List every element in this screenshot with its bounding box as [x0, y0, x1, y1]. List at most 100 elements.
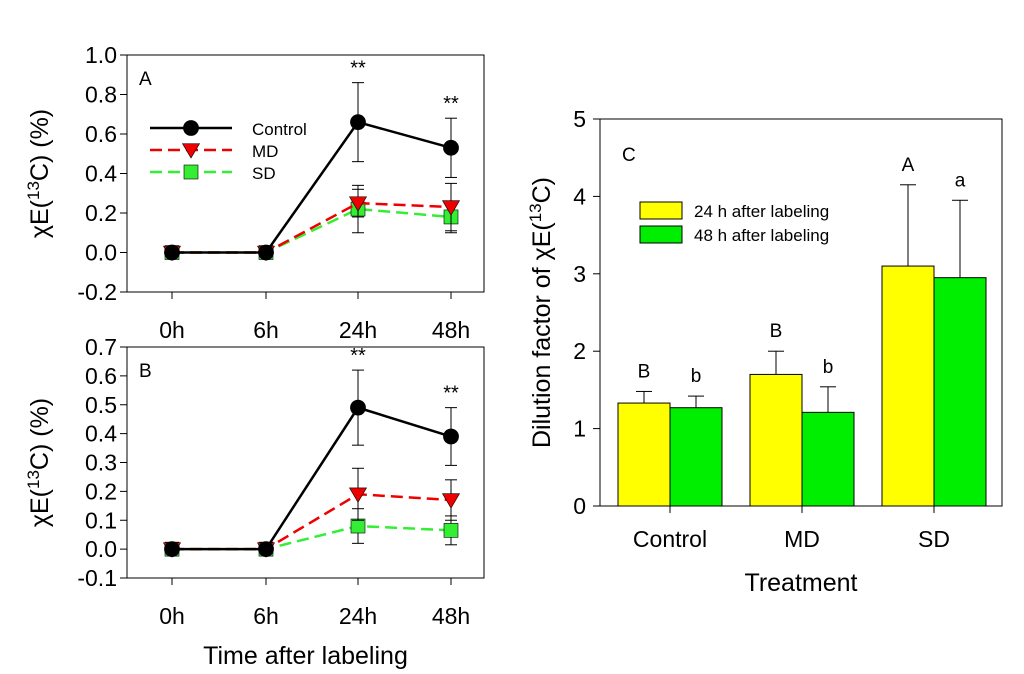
bar: [749, 373, 803, 507]
significance-letter: b: [691, 366, 702, 387]
panel-letter: C: [622, 145, 636, 166]
legend-swatch: [639, 201, 683, 220]
legend-item-sd: SD: [150, 164, 276, 183]
x-tick-label: 0h: [159, 603, 185, 629]
bar: [617, 402, 671, 507]
series-line: [172, 120, 452, 254]
x-tick-label: 48h: [432, 603, 470, 629]
y-axis-title: Dilution factor of χE(13C): [526, 177, 556, 448]
data-point: [350, 399, 366, 416]
y-tick-label: 2: [573, 338, 586, 364]
y-tick-label: 0.0: [85, 536, 117, 562]
significance-letter: a: [955, 170, 966, 191]
y-axis-title: χE(13C) (%): [24, 109, 54, 238]
y-tick-label: 0.6: [85, 363, 117, 389]
panel-c: 0 1 2 3 4 5 Control MD SD B B Ab b a C 24 h after label…: [526, 106, 1003, 597]
series-control: [164, 369, 459, 558]
y-tick-label: 0.2: [85, 200, 117, 226]
significance-letter: B: [770, 321, 783, 342]
panel-letter: A: [139, 69, 152, 90]
series-control: [164, 82, 459, 261]
x-tick-label: 6h: [253, 317, 279, 343]
legend-marker: [183, 164, 199, 180]
data-point: [348, 487, 368, 503]
legend-label: 24 h after labeling: [694, 202, 829, 221]
x-tick-label: 24h: [339, 317, 377, 343]
y-axis-title: χE(13C) (%): [24, 398, 54, 527]
significance-mark: **: [350, 58, 366, 80]
bar-series-1: B B A: [617, 155, 935, 507]
y-tick-label: 4: [573, 183, 586, 209]
data-point: [443, 523, 459, 538]
significance-letter: b: [823, 357, 834, 378]
y-tick-label: 0.1: [85, 507, 117, 533]
y-tick-label: 0.0: [85, 240, 117, 266]
data-point: [441, 493, 461, 509]
y-tick-label: 0.6: [85, 121, 117, 147]
panel-letter: B: [139, 361, 152, 382]
y-tick-label: 0.3: [85, 450, 117, 476]
y-tick-label: 0.4: [85, 161, 117, 187]
data-point: [348, 196, 368, 212]
y-tick-label: 1: [573, 416, 586, 442]
legend-label: 48 h after labeling: [694, 226, 829, 245]
x-axis-title: Treatment: [744, 569, 857, 597]
panel-b: -0.1 0.0 0.1 0.20.3 0.4 0.5 0.6 0.7 0h 6h 24h 48h χE…: [24, 334, 485, 670]
y-tick-label: 0.2: [85, 478, 117, 504]
y-tick-label: 0.7: [85, 334, 117, 360]
legend-label: Control: [252, 120, 307, 139]
data-point: [164, 541, 180, 558]
data-point: [258, 244, 274, 261]
x-tick-label: 48h: [432, 317, 470, 343]
legend-item-2: 48 h after labeling: [639, 225, 829, 245]
y-tick-label: 1.0: [85, 42, 117, 68]
significance-mark: **: [350, 345, 366, 367]
data-point: [164, 244, 180, 261]
significance-letter: B: [638, 361, 651, 382]
data-point: [443, 428, 459, 445]
y-tick-label: 3: [573, 261, 586, 287]
series-line: [172, 207, 452, 254]
legend-marker: [181, 143, 201, 159]
plot-frame: [126, 54, 485, 293]
y-tick-label: 0.4: [85, 421, 117, 447]
series-md: [162, 182, 461, 262]
x-axis-title: Time after labeling: [203, 642, 408, 670]
series-line: [172, 406, 452, 551]
series-md: [162, 467, 461, 558]
significance-mark: **: [443, 383, 459, 405]
x-tick-label: MD: [784, 526, 820, 552]
x-tick-label: 0h: [159, 317, 185, 343]
data-point: [350, 518, 366, 534]
x-tick-label: SD: [918, 526, 950, 552]
x-tick-label: 24h: [339, 603, 377, 629]
legend-marker: [183, 120, 199, 136]
y-tick-label: -0.2: [77, 279, 117, 305]
significance-mark: **: [443, 93, 459, 115]
legend-item-control: Control: [150, 120, 307, 139]
data-point: [443, 139, 459, 156]
panel-a: -0.2 0.0 0.2 0.4 0.6 0.8 1.0 0h 6h 24h 48h χE(13C) …: [24, 42, 485, 343]
x-tick-label: Control: [633, 526, 707, 552]
legend-item-md: MD: [150, 142, 278, 161]
legend-item-1: 24 h after labeling: [639, 201, 829, 221]
legend-label: MD: [252, 142, 278, 161]
bar: [801, 411, 855, 507]
y-tick-label: 0.8: [85, 82, 117, 108]
data-point: [441, 200, 461, 216]
series-line: [172, 492, 452, 551]
bar: [669, 407, 723, 507]
series-sd: [164, 184, 459, 260]
x-tick-label: 6h: [253, 603, 279, 629]
y-tick-label: 0.5: [85, 392, 117, 418]
bar: [881, 265, 935, 507]
plot-frame: [126, 346, 485, 579]
data-point: [258, 541, 274, 558]
y-tick-label: 0: [573, 493, 586, 519]
series-line: [172, 524, 452, 551]
y-tick-label: 5: [573, 106, 586, 132]
legend-label: SD: [252, 164, 276, 183]
bar: [933, 277, 987, 507]
data-point: [350, 114, 366, 131]
